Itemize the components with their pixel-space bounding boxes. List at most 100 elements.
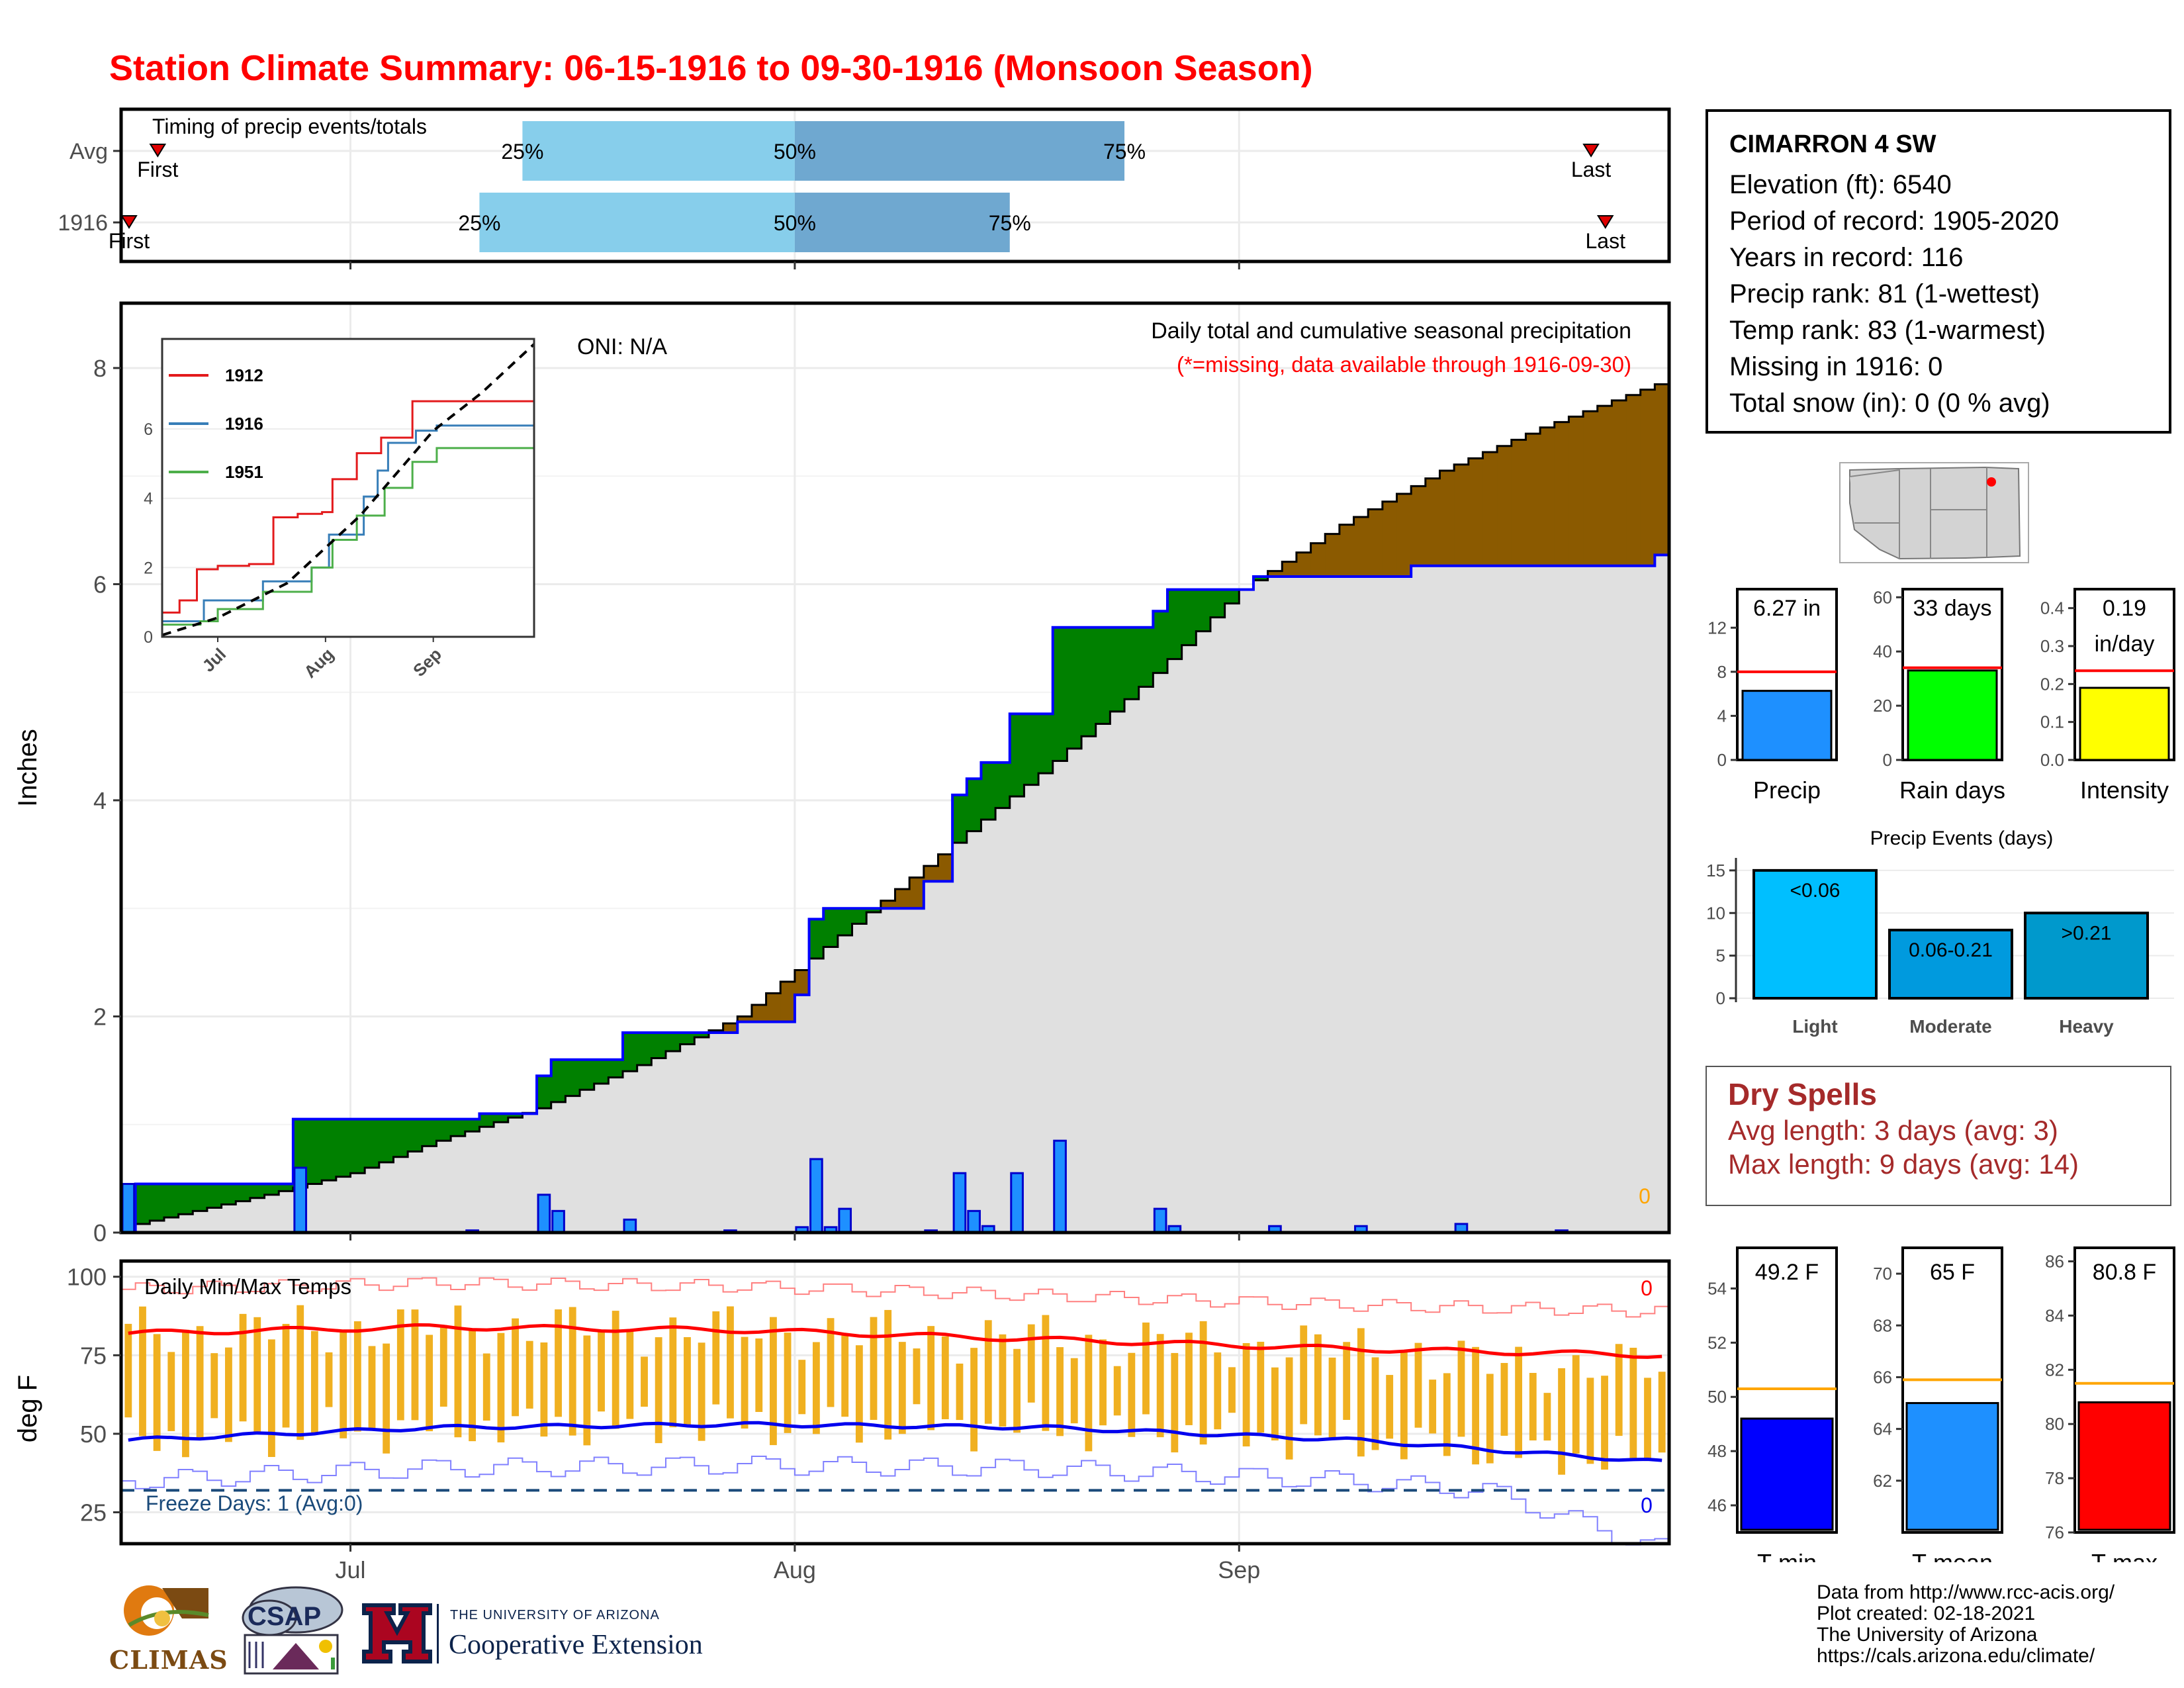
daily-temp-bar	[1113, 1366, 1121, 1416]
temp-panel-label: Daily Min/Max Temps	[144, 1274, 351, 1299]
deficit-area	[1282, 561, 1297, 577]
daily-temp-bar	[1328, 1357, 1336, 1439]
observed-area	[1153, 673, 1168, 1233]
dry-spells-avg: Avg length: 3 days (avg: 3)	[1728, 1115, 2058, 1146]
surplus-area	[465, 1119, 480, 1132]
deficit-area	[1425, 478, 1441, 566]
deficit-area	[1310, 543, 1326, 577]
deficit-area	[1540, 427, 1555, 566]
page-title: Station Climate Summary: 06-15-1916 to 0…	[109, 48, 1313, 88]
observed-area	[1310, 577, 1326, 1233]
daily-temp-bar	[741, 1336, 749, 1429]
surplus-area	[135, 1184, 150, 1224]
daily-temp-bar	[1629, 1348, 1637, 1460]
csap-logo-text: CSAP	[248, 1602, 322, 1631]
mini-bar-ytick-label: 40	[1873, 641, 1892, 661]
deficit-area	[1569, 416, 1584, 566]
daily-temp-bar	[970, 1348, 978, 1452]
observed-area	[995, 808, 1011, 1233]
daily-temp-bar	[1343, 1342, 1351, 1421]
surplus-area	[307, 1119, 322, 1184]
deficit-area	[1482, 452, 1498, 566]
mini-bar-precip	[1741, 690, 1833, 761]
mini-bar-value-line1: 0.19	[2103, 596, 2146, 621]
ua-divider	[437, 1604, 439, 1664]
deficit-area	[1626, 395, 1641, 566]
observed-area	[379, 1162, 394, 1233]
inset-legend-label: 1912	[225, 365, 263, 385]
daily-temp-bar	[1486, 1374, 1494, 1464]
surplus-area	[206, 1184, 222, 1208]
missing-note: (*=missing, data available through 1916-…	[1177, 352, 1631, 377]
observed-area	[508, 1117, 523, 1233]
observed-area	[837, 935, 853, 1233]
daily-temp-bar	[325, 1352, 333, 1407]
daily-temp-bar	[669, 1317, 677, 1428]
daily-temp-bar	[1099, 1339, 1107, 1426]
deficit-area	[1339, 524, 1355, 577]
temp-ytick-label: 50	[80, 1421, 107, 1448]
observed-area	[264, 1194, 279, 1233]
daily-temp-bar	[1644, 1378, 1651, 1462]
temp-summary-bar-t-mean	[1905, 1402, 1999, 1531]
precip-ylabel: Inches	[13, 729, 42, 807]
daily-temp-bar	[941, 1336, 949, 1419]
deficit-area	[794, 970, 810, 995]
surplus-area	[1181, 589, 1197, 645]
daily-temp-bar	[182, 1329, 189, 1458]
observed-area	[723, 1032, 738, 1233]
inset-line-1951	[162, 439, 535, 626]
daily-temp-bar	[396, 1309, 404, 1421]
surplus-area	[1138, 627, 1154, 687]
deficit-area	[880, 900, 896, 909]
timing-panel-label: Timing of precip events/totals	[152, 115, 427, 138]
inset-ytick-label: 0	[144, 628, 153, 647]
surplus-area	[537, 1076, 552, 1109]
daily-temp-bar	[1515, 1346, 1523, 1458]
deficit-area	[1583, 411, 1598, 566]
observed-area	[966, 831, 982, 1233]
observed-area	[1612, 565, 1627, 1233]
first-event-label: First	[109, 229, 150, 253]
daily-temp-bar	[1027, 1324, 1035, 1403]
daily-temp-bar	[296, 1305, 304, 1440]
observed-area	[737, 1021, 752, 1233]
deficit-area	[1454, 464, 1469, 566]
daily-precip-bar	[967, 1209, 981, 1234]
inset-line-1912	[162, 385, 535, 614]
average-cumulative-line	[121, 383, 1669, 1229]
surplus-area	[221, 1184, 236, 1205]
observed-area	[780, 1021, 796, 1233]
daily-precip-bar	[537, 1194, 551, 1234]
surplus-area	[1095, 627, 1111, 724]
daily-precip-bar	[121, 1183, 136, 1234]
temp-panel: 25 50 75 100 Jul Aug Sep Daily Min/Max Temps Fre…	[67, 1259, 1671, 1583]
oni-label: ONI: N/A	[577, 334, 667, 359]
observed-area	[1525, 565, 1541, 1233]
daily-temp-bar	[225, 1347, 232, 1442]
temp-summary-name: T-min	[1757, 1549, 1817, 1562]
observed-area	[1583, 565, 1598, 1233]
daily-temp-bar	[1042, 1315, 1050, 1431]
station-missing: Missing in 1916: 0	[1729, 352, 1943, 381]
daily-temp-bar	[583, 1335, 591, 1446]
temp-summary-ytick-label: 46	[1707, 1495, 1727, 1515]
deficit-area	[1655, 384, 1670, 555]
observed-area	[350, 1173, 365, 1233]
observed-area	[307, 1184, 322, 1233]
timing-bar-q50-q75	[794, 193, 1010, 252]
observed-area	[393, 1156, 408, 1233]
daily-temp-bar	[1156, 1334, 1164, 1438]
record-min-line	[121, 1456, 1669, 1546]
daily-temp-bar	[1199, 1321, 1207, 1445]
timing-panel: 25% 50% 75% First Last Avg 25% 50% 75% First Last 1…	[58, 107, 1671, 269]
precip-events-ytick-label: 0	[1716, 988, 1725, 1008]
surplus-area	[966, 778, 982, 831]
deficit-area	[923, 866, 939, 882]
temp-summary-ytick-label: 84	[2045, 1305, 2064, 1325]
mini-bar-intensity	[2079, 686, 2170, 761]
temp-summary-ytick-label: 70	[1873, 1264, 1892, 1284]
inset-frame	[161, 338, 535, 638]
station-info-box: CIMARRON 4 SW Elevation (ft): 6540 Perio…	[1706, 109, 2171, 434]
observed-area	[150, 1221, 165, 1233]
